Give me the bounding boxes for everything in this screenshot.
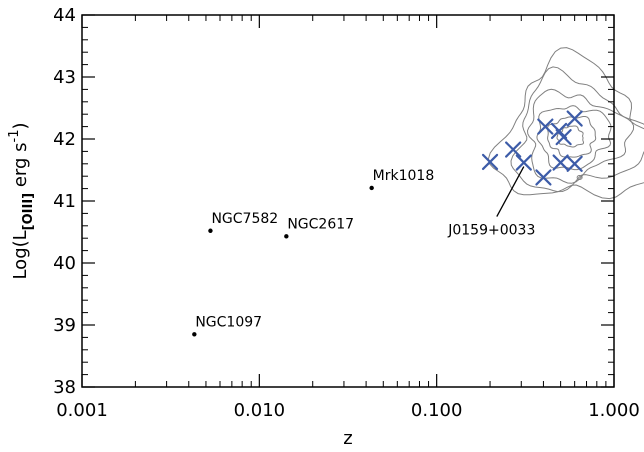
x-marker bbox=[515, 154, 532, 171]
x-marker bbox=[552, 154, 569, 171]
plot-frame bbox=[81, 14, 615, 388]
point-label: NGC7582 bbox=[211, 211, 278, 227]
annotation-layer: J0159+0033 bbox=[447, 166, 535, 239]
y-tick-label: 39 bbox=[53, 315, 76, 336]
x-tick-label: 1.000 bbox=[588, 400, 640, 421]
point-label: Mrk1018 bbox=[373, 168, 435, 184]
contour-line bbox=[576, 174, 583, 180]
y-axis-label-subscript: [OIII] bbox=[21, 193, 36, 230]
contour-line bbox=[536, 105, 612, 171]
y-axis-label: Log(L[OIII] erg s-1) bbox=[7, 122, 36, 279]
y-tick-label: 40 bbox=[53, 253, 76, 274]
x-tick-label: 0.010 bbox=[234, 400, 286, 421]
tick-layer: 38 39 40 41 42 43 44 0.001 0.010 0.100 1.000 bbox=[53, 5, 640, 421]
y-axis-label-suffix: erg s bbox=[10, 142, 31, 192]
data-point bbox=[284, 234, 289, 239]
y-tick-label: 43 bbox=[53, 67, 76, 88]
point-layer: NGC1097 NGC7582 NGC2617 Mrk1018 bbox=[192, 168, 434, 337]
point-label: NGC1097 bbox=[195, 314, 262, 330]
contour-line bbox=[526, 88, 635, 184]
y-axis-label-prefix: Log(L bbox=[10, 230, 31, 279]
marker-layer bbox=[481, 110, 583, 186]
y-axis-label-close: ) bbox=[10, 122, 31, 129]
point-label: NGC2617 bbox=[287, 216, 354, 232]
data-point bbox=[208, 228, 213, 233]
annotation-line bbox=[496, 166, 525, 217]
x-tick-label: 0.100 bbox=[411, 400, 463, 421]
y-tick-label: 44 bbox=[53, 5, 76, 26]
y-tick-label: 41 bbox=[53, 191, 76, 212]
data-point bbox=[192, 332, 197, 337]
x-marker bbox=[535, 169, 552, 186]
contour-line bbox=[547, 116, 597, 158]
x-marker bbox=[537, 118, 554, 135]
x-marker bbox=[566, 155, 583, 172]
annotation-label: J0159+0033 bbox=[447, 223, 535, 239]
y-tick-label: 42 bbox=[53, 129, 76, 150]
contour-line bbox=[556, 125, 585, 148]
contour-line bbox=[510, 66, 644, 193]
x-tick-label: 0.001 bbox=[56, 400, 108, 421]
x-marker bbox=[555, 129, 572, 146]
x-marker bbox=[481, 153, 499, 171]
x-marker bbox=[505, 141, 522, 158]
y-axis-label-superscript: -1 bbox=[7, 130, 22, 143]
x-marker bbox=[566, 110, 583, 127]
data-point bbox=[369, 185, 374, 191]
y-tick-label: 38 bbox=[53, 377, 76, 398]
x-axis-label: z bbox=[343, 428, 352, 449]
